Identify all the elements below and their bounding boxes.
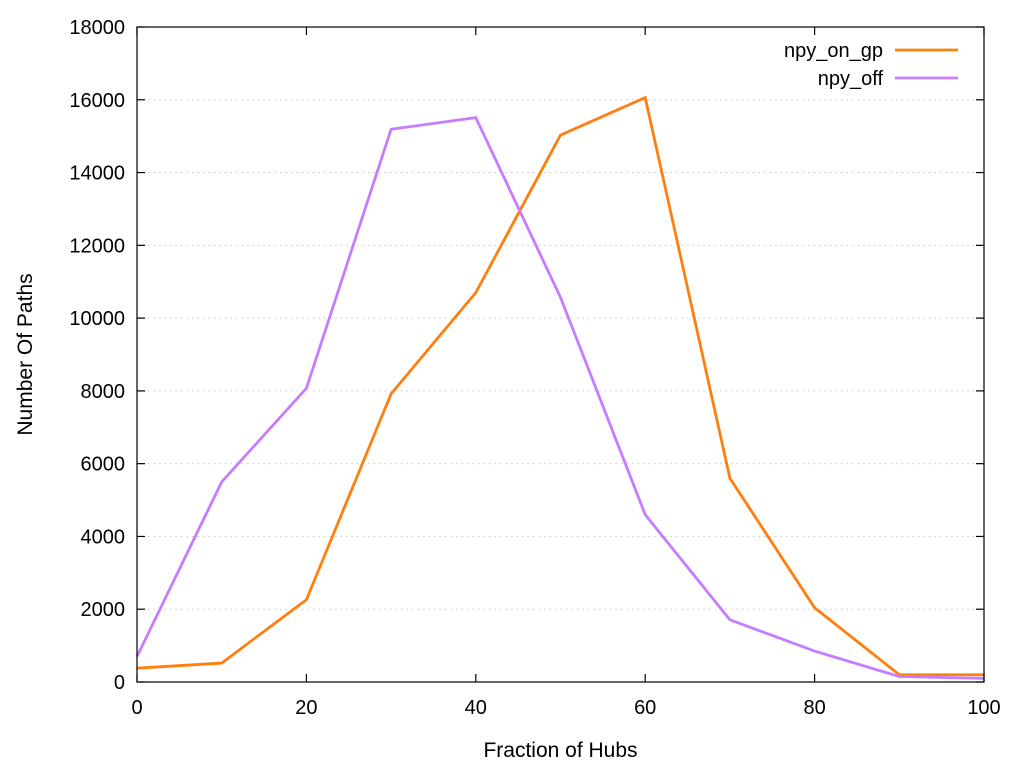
- y-tick-label: 6000: [81, 454, 126, 476]
- y-tick-label: 8000: [81, 381, 126, 403]
- grid: [137, 99, 984, 610]
- x-tick-label: 40: [465, 697, 487, 719]
- y-tick-label: 18000: [69, 17, 125, 39]
- y-tick-label: 10000: [69, 308, 125, 330]
- y-tick-label: 0: [114, 672, 125, 694]
- x-tick-label: 60: [634, 697, 656, 719]
- legend: npy_on_gp npy_off: [784, 40, 958, 90]
- legend-label-npy-off: npy_off: [818, 68, 884, 90]
- plot-frame: [136, 26, 985, 683]
- x-tick-label: 20: [295, 697, 317, 719]
- axis-ticks: [136, 26, 985, 683]
- x-axis-title: Fraction of Hubs: [483, 739, 637, 762]
- y-tick-label: 16000: [69, 90, 125, 112]
- y-tick-label: 2000: [81, 599, 126, 621]
- y-axis-title: Number Of Paths: [14, 273, 37, 435]
- x-tick-label: 100: [967, 697, 1000, 719]
- x-tick-label: 0: [131, 697, 142, 719]
- series-lines: [135, 95, 985, 680]
- x-tick-label: 80: [803, 697, 825, 719]
- y-tick-label: 4000: [81, 526, 126, 548]
- y-tick-label: 14000: [69, 163, 125, 185]
- series-line-npy-on-gp: [136, 95, 984, 677]
- legend-label-npy-on-gp: npy_on_gp: [784, 40, 883, 62]
- tick-labels: 0 2000 4000 6000 8000 10000 12000 14000 16000 180…: [69, 17, 1000, 719]
- y-tick-label: 12000: [69, 235, 125, 257]
- series-line-npy-off: [135, 116, 985, 680]
